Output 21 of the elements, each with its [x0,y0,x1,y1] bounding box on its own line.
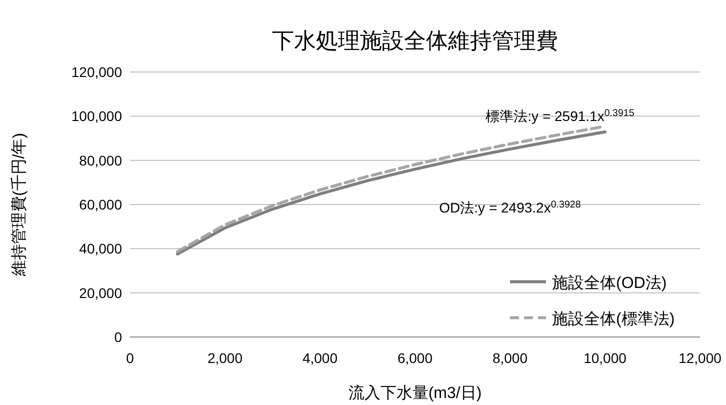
y-tick-label: 40,000 [79,240,122,257]
y-tick-label: 60,000 [79,196,122,212]
legend-label: 施設全体(標準法) [552,310,675,328]
annotation: 標準法:y = 2591.1x$^{0.3915}$ [486,108,635,124]
annotation: OD法:y = 2493.2x$^{0.3928}$ [439,199,582,216]
x-tick-label: 0 [126,350,134,366]
x-tick-label: 10,000 [584,350,627,366]
y-tick-label: 0 [114,329,122,345]
x-tick-label: 8,000 [492,350,528,366]
y-tick-label: 120,000 [71,64,122,80]
x-tick-label: 2,000 [207,350,243,366]
y-axis-title: 維持管理費(千円/年) [10,132,28,278]
x-tick-label: 12,000 [678,350,722,366]
x-axis-title: 流入下水量(m3/日) [348,384,482,402]
legend-label: 施設全体(OD法) [552,274,667,292]
y-tick-label: 20,000 [79,284,122,301]
x-tick-label: 6,000 [397,350,433,366]
chart-title: 下水処理施設全体維持管理費 [272,28,558,53]
y-tick-label: 100,000 [71,108,122,124]
x-tick-label: 4,000 [302,350,338,366]
y-tick-label: 80,000 [79,152,122,168]
